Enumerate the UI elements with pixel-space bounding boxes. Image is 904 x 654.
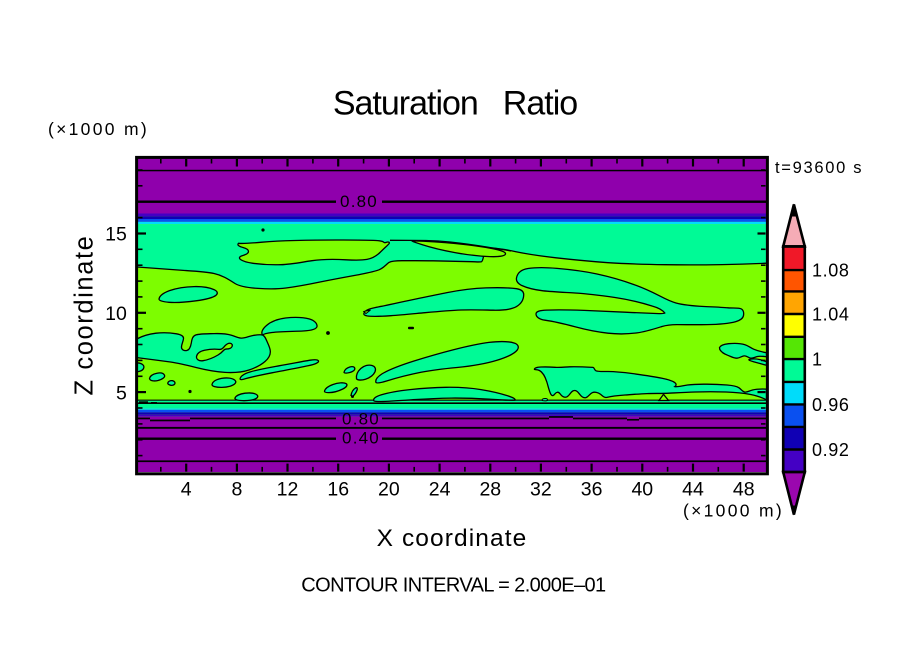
svg-text:0.80: 0.80 — [340, 192, 378, 211]
svg-text:20: 20 — [378, 478, 400, 500]
svg-text:4: 4 — [181, 478, 192, 500]
svg-text:0.80: 0.80 — [342, 409, 380, 428]
svg-text:(×1000 m): (×1000 m) — [683, 500, 784, 520]
svg-text:Saturation Ratio: Saturation Ratio — [333, 85, 577, 123]
svg-text:(×1000 m): (×1000 m) — [48, 119, 149, 139]
svg-text:40: 40 — [631, 478, 653, 500]
svg-text:8: 8 — [231, 478, 242, 500]
svg-text:Z coordinate: Z coordinate — [71, 235, 99, 396]
svg-text:0.96: 0.96 — [812, 395, 849, 415]
svg-text:32: 32 — [530, 478, 552, 500]
svg-text:15: 15 — [105, 224, 127, 246]
svg-text:1.04: 1.04 — [812, 305, 849, 325]
svg-text:24: 24 — [429, 478, 451, 500]
svg-text:CONTOUR INTERVAL = 2.000E–01: CONTOUR INTERVAL = 2.000E–01 — [301, 574, 606, 596]
svg-text:1: 1 — [812, 350, 823, 370]
svg-text:X coordinate: X coordinate — [377, 525, 528, 552]
svg-text:t=93600 s: t=93600 s — [775, 159, 863, 177]
svg-text:36: 36 — [581, 478, 603, 500]
svg-text:48: 48 — [733, 478, 755, 500]
svg-text:0.40: 0.40 — [342, 429, 380, 448]
svg-text:10: 10 — [105, 303, 127, 325]
svg-text:28: 28 — [479, 478, 501, 500]
svg-text:1.08: 1.08 — [812, 261, 849, 281]
svg-text:12: 12 — [277, 478, 299, 500]
svg-text:0.92: 0.92 — [812, 440, 849, 460]
svg-text:5: 5 — [116, 382, 127, 404]
svg-text:16: 16 — [327, 478, 349, 500]
svg-text:44: 44 — [682, 478, 704, 500]
